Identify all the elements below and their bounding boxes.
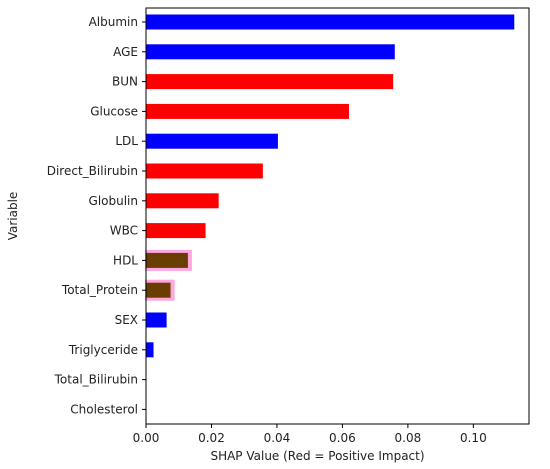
plot-frame [145, 7, 530, 425]
bar-glucose [146, 103, 349, 119]
y-tick-label-cholesterol: Cholesterol [70, 402, 138, 416]
bar-albumin [146, 14, 515, 30]
y-tick-label-wbc: WBC [110, 224, 138, 238]
x-tick-label: 0.08 [395, 431, 422, 445]
bar-hdl [146, 252, 188, 268]
x-tick-label: 0.06 [329, 431, 356, 445]
y-tick-label-bun: BUN [112, 75, 138, 89]
bars-group [145, 14, 515, 358]
bar-globulin [146, 193, 219, 209]
bar-total-protein [146, 282, 171, 298]
bar-bun [146, 74, 394, 90]
y-tick-label-sex: SEX [115, 313, 138, 327]
y-axis-title: Variable [6, 192, 20, 241]
bar-sex [146, 312, 167, 328]
y-tick-label-albumin: Albumin [89, 15, 138, 29]
bar-ldl [146, 133, 278, 149]
x-tick-label: 0.04 [264, 431, 291, 445]
bar-direct-bilirubin [146, 163, 263, 179]
y-tick-label-total-bilirubin: Total_Bilirubin [54, 373, 138, 387]
y-tick-label-ldl: LDL [115, 134, 138, 148]
bar-age [146, 44, 395, 60]
y-tick-label-age: AGE [113, 45, 138, 59]
x-axis-title: SHAP Value (Red = Positive Impact) [210, 449, 424, 463]
y-tick-label-direct-bilirubin: Direct_Bilirubin [47, 164, 138, 178]
bar-wbc [146, 223, 206, 239]
y-tick-label-glucose: Glucose [90, 104, 138, 118]
x-tick-label: 0.02 [198, 431, 225, 445]
y-tick-label-triglyceride: Triglyceride [68, 343, 138, 357]
x-tick-label: 0.10 [460, 431, 487, 445]
y-tick-label-total-protein: Total_Protein [61, 283, 138, 297]
y-tick-label-globulin: Globulin [89, 194, 138, 208]
x-axis-ticks: 0.00 0.02 0.04 0.06 0.08 0.10 [133, 424, 487, 445]
y-tick-label-hdl: HDL [113, 253, 138, 267]
bar-triglyceride [146, 342, 154, 358]
y-axis-tick-labels: Albumin AGE BUN Glucose LDL Direct_Bilirubin G… [47, 15, 146, 416]
x-tick-label: 0.00 [133, 431, 160, 445]
